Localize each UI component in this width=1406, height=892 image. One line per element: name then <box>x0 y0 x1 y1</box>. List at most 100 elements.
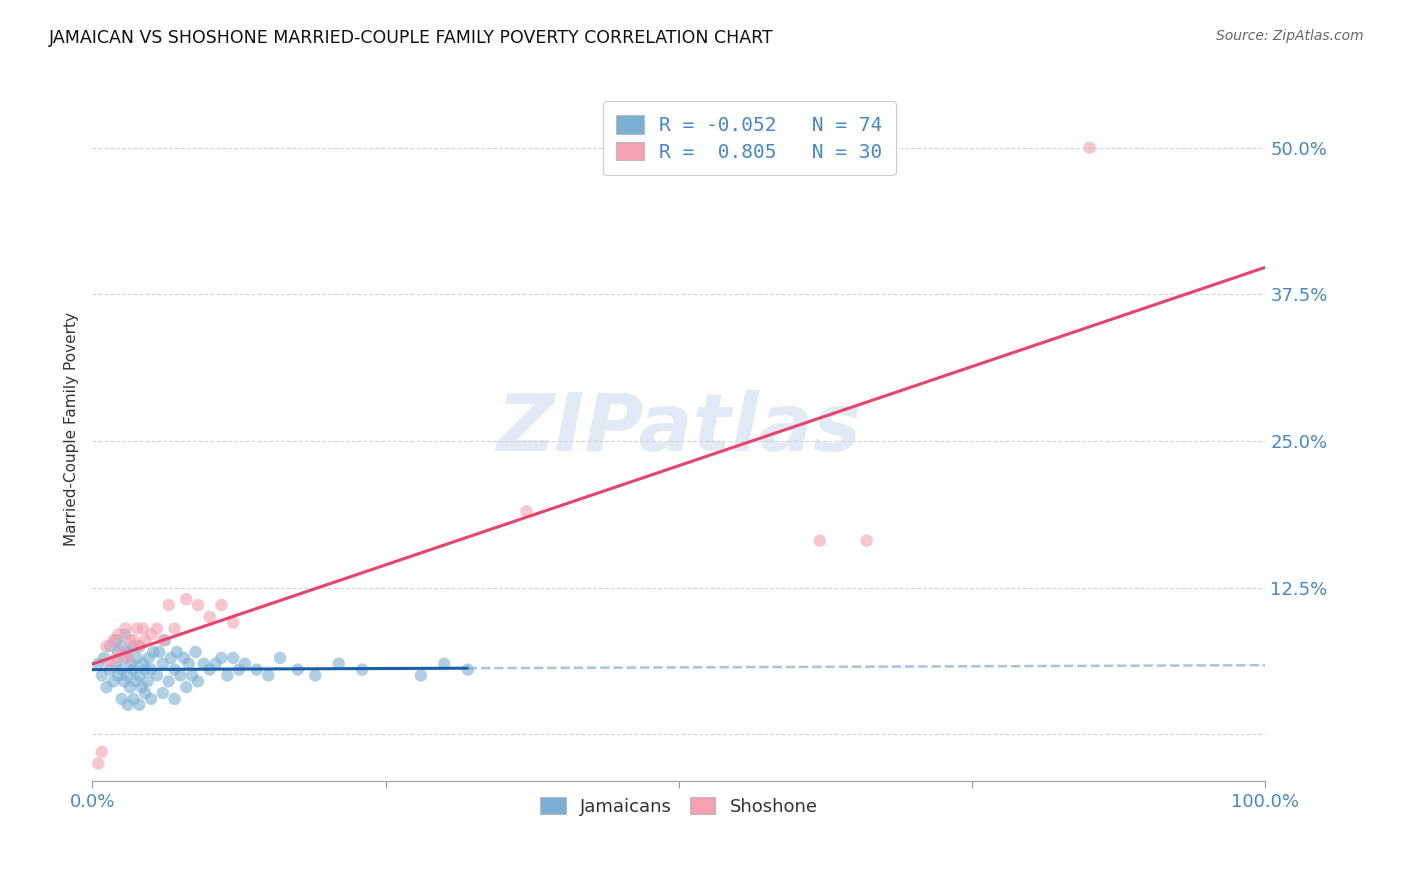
Text: Source: ZipAtlas.com: Source: ZipAtlas.com <box>1216 29 1364 43</box>
Point <box>173 651 195 665</box>
Point <box>96 680 118 694</box>
Point <box>163 622 186 636</box>
Point <box>169 668 191 682</box>
Point <box>157 674 180 689</box>
Point <box>139 692 162 706</box>
Point <box>104 657 127 671</box>
Point <box>187 598 209 612</box>
Point <box>128 639 150 653</box>
Point <box>122 633 145 648</box>
Point <box>125 622 148 636</box>
Point <box>148 645 170 659</box>
Point <box>287 663 309 677</box>
Point <box>166 645 188 659</box>
Point <box>111 645 134 659</box>
Point <box>409 668 432 682</box>
Point <box>139 663 162 677</box>
Point <box>117 668 139 682</box>
Point <box>96 639 118 653</box>
Point <box>90 745 112 759</box>
Point <box>515 504 537 518</box>
Point <box>855 533 877 548</box>
Point <box>131 680 153 694</box>
Point <box>117 645 139 659</box>
Point <box>246 663 269 677</box>
Point <box>233 657 256 671</box>
Point <box>187 674 209 689</box>
Point <box>1078 141 1101 155</box>
Point <box>134 663 156 677</box>
Point <box>457 663 479 677</box>
Point <box>122 663 145 677</box>
Point <box>118 633 141 648</box>
Point <box>157 598 180 612</box>
Point <box>114 627 136 641</box>
Point <box>98 639 121 653</box>
Point <box>269 651 291 665</box>
Point <box>103 674 125 689</box>
Point <box>111 692 134 706</box>
Point <box>90 668 112 682</box>
Point <box>114 622 136 636</box>
Point <box>352 663 374 677</box>
Point <box>222 615 245 630</box>
Point <box>120 657 142 671</box>
Point <box>257 668 280 682</box>
Point <box>107 668 129 682</box>
Point <box>104 651 127 665</box>
Point <box>122 692 145 706</box>
Point <box>177 657 200 671</box>
Point <box>808 533 831 548</box>
Point <box>128 639 150 653</box>
Point <box>142 645 165 659</box>
Point <box>125 651 148 665</box>
Point <box>104 633 127 648</box>
Point <box>136 674 159 689</box>
Y-axis label: Married-Couple Family Poverty: Married-Couple Family Poverty <box>65 312 79 546</box>
Point <box>117 651 139 665</box>
Legend: Jamaicans, Shoshone: Jamaicans, Shoshone <box>531 788 827 825</box>
Point <box>111 639 134 653</box>
Point <box>184 645 207 659</box>
Point <box>112 674 135 689</box>
Point <box>93 651 115 665</box>
Point <box>107 627 129 641</box>
Point <box>87 657 110 671</box>
Point <box>118 680 141 694</box>
Point <box>328 657 350 671</box>
Point <box>163 692 186 706</box>
Point <box>146 622 169 636</box>
Point <box>222 651 245 665</box>
Point <box>138 651 160 665</box>
Point <box>198 610 221 624</box>
Point <box>228 663 250 677</box>
Point <box>174 592 197 607</box>
Point <box>87 756 110 771</box>
Point <box>128 668 150 682</box>
Point <box>204 657 226 671</box>
Point <box>98 657 121 671</box>
Point <box>114 651 136 665</box>
Point <box>98 663 121 677</box>
Point <box>193 657 215 671</box>
Point <box>103 633 125 648</box>
Point <box>132 622 155 636</box>
Point <box>163 663 186 677</box>
Point <box>160 651 183 665</box>
Point <box>152 657 174 671</box>
Point <box>174 680 197 694</box>
Point <box>209 651 232 665</box>
Point <box>152 686 174 700</box>
Point <box>125 674 148 689</box>
Point <box>152 633 174 648</box>
Point <box>117 698 139 712</box>
Point <box>111 663 134 677</box>
Point <box>134 686 156 700</box>
Point <box>128 698 150 712</box>
Text: ZIPatlas: ZIPatlas <box>496 390 862 468</box>
Point <box>217 668 239 682</box>
Point <box>139 627 162 641</box>
Point <box>153 633 176 648</box>
Point <box>146 668 169 682</box>
Point <box>132 657 155 671</box>
